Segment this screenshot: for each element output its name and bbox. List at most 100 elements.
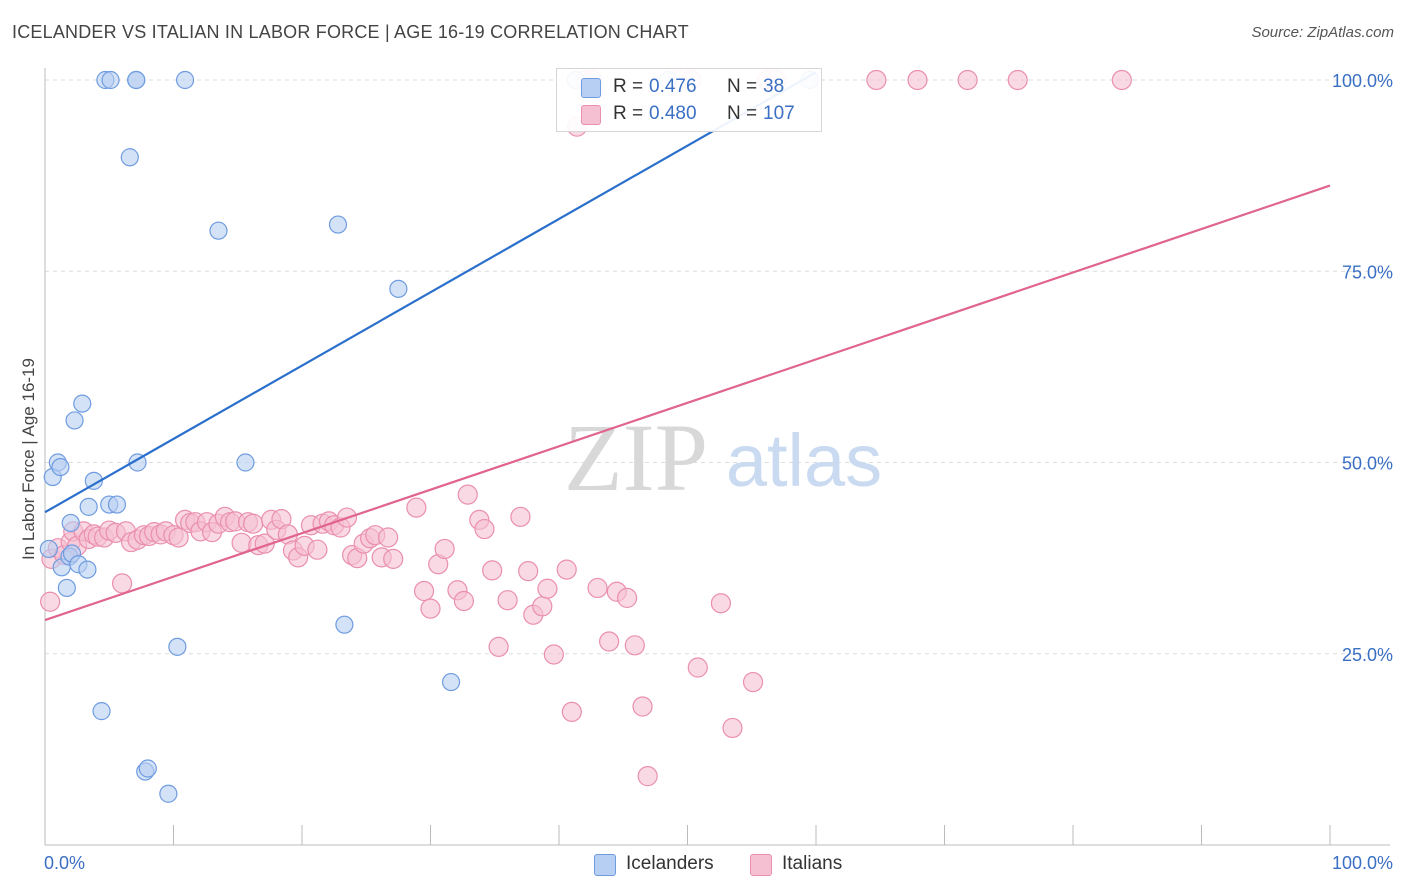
- data-point: [127, 70, 146, 90]
- data-point: [101, 70, 120, 90]
- data-point: [243, 513, 264, 534]
- legend-n-value: 38: [763, 76, 785, 97]
- data-point: [866, 69, 887, 91]
- watermark: ZIP atlas: [564, 404, 882, 511]
- legend-n-label: N =: [727, 76, 758, 97]
- watermark-zip: ZIP: [564, 404, 708, 511]
- data-point: [231, 532, 252, 553]
- data-point: [722, 717, 743, 739]
- data-point: [175, 70, 195, 90]
- data-point: [488, 636, 509, 657]
- y-tick-label: 100.0%: [1332, 71, 1393, 91]
- data-point: [474, 518, 495, 540]
- y-tick-label: 75.0%: [1342, 262, 1393, 282]
- data-point: [710, 593, 732, 614]
- legend-r-value: 0.476: [649, 76, 697, 97]
- data-point: [413, 580, 435, 602]
- legend-swatch-blue: [581, 78, 601, 98]
- legend-swatch-icelanders: [594, 854, 616, 876]
- data-point: [518, 561, 539, 582]
- x-tick-label: 100.0%: [1332, 853, 1393, 873]
- data-point: [1007, 69, 1028, 91]
- source-label: Source: ZipAtlas.com: [1251, 24, 1394, 41]
- data-point: [510, 506, 531, 527]
- data-point: [138, 759, 157, 778]
- y-tick-label: 25.0%: [1342, 645, 1393, 665]
- data-point: [389, 279, 408, 298]
- data-point: [434, 538, 455, 560]
- data-point: [624, 635, 645, 656]
- data-point: [957, 69, 978, 91]
- data-point: [57, 578, 76, 598]
- data-point: [307, 539, 328, 560]
- data-point: [742, 671, 764, 693]
- axes: [44, 68, 1390, 846]
- data-point: [406, 497, 427, 518]
- data-point: [907, 69, 928, 91]
- data-point: [168, 637, 187, 656]
- data-point: [532, 596, 553, 617]
- data-point: [328, 215, 348, 234]
- data-point: [51, 457, 70, 477]
- chart-title: ICELANDER VS ITALIAN IN LABOR FORCE | AG…: [12, 22, 689, 42]
- legend-swatch-pink: [581, 105, 601, 125]
- legend-row-icelanders: R = 0.476 N = 38: [557, 74, 821, 100]
- data-point: [420, 598, 441, 619]
- data-point: [599, 631, 620, 652]
- data-point: [39, 539, 58, 559]
- data-point: [159, 784, 178, 803]
- data-point: [84, 471, 103, 490]
- data-point: [40, 591, 61, 612]
- y-tick-label: 50.0%: [1342, 454, 1393, 474]
- legend-n-label: N =: [727, 103, 758, 124]
- legend-r-value: 0.480: [649, 103, 697, 124]
- legend-swatch-italians: [750, 854, 772, 876]
- data-point: [617, 587, 638, 609]
- data-point: [236, 453, 255, 472]
- data-point: [587, 577, 608, 599]
- data-point: [482, 560, 503, 581]
- data-point: [377, 527, 399, 548]
- data-point: [561, 701, 582, 722]
- data-point: [73, 394, 92, 413]
- data-point: [168, 527, 189, 548]
- gridlines: [45, 79, 1390, 655]
- legend-label-icelanders: Icelanders: [626, 853, 714, 874]
- legend-label-italians: Italians: [782, 853, 843, 874]
- data-point: [92, 702, 111, 721]
- legend-row-italians: R = 0.480 N = 107: [557, 101, 821, 127]
- data-point: [537, 578, 558, 599]
- data-point: [65, 411, 84, 430]
- data-point: [637, 766, 658, 787]
- series-legend: Icelanders Italians: [0, 852, 1406, 878]
- x-tick-label: 0.0%: [44, 853, 85, 873]
- trend-lines: [44, 71, 1331, 622]
- data-point: [78, 560, 97, 579]
- tick-labels: 25.0% 50.0% 75.0% 100.0% 0.0% 100.0%: [44, 71, 1393, 873]
- watermark-atlas: atlas: [726, 419, 882, 502]
- data-point: [687, 657, 708, 678]
- trend-line: [44, 71, 817, 514]
- data-point: [441, 672, 461, 692]
- trend-line: [44, 184, 1331, 622]
- data-point: [1111, 69, 1132, 91]
- data-point: [383, 548, 404, 569]
- data-point: [632, 696, 653, 717]
- data-point: [497, 590, 518, 611]
- legend-r-label: R =: [613, 103, 644, 124]
- data-point: [209, 221, 228, 240]
- legend-r-label: R =: [613, 76, 644, 97]
- data-point: [79, 497, 98, 516]
- correlation-legend: R = 0.476 N = 38 R = 0.480 N = 107: [556, 68, 822, 132]
- data-point: [120, 148, 139, 167]
- data-point: [61, 513, 80, 533]
- data-point: [543, 644, 564, 665]
- data-point: [453, 590, 475, 612]
- data-point: [107, 495, 127, 514]
- data-point: [335, 615, 354, 634]
- data-point: [556, 559, 577, 580]
- data-point: [111, 573, 133, 594]
- legend-n-value: 107: [763, 103, 795, 124]
- data-point: [457, 484, 478, 505]
